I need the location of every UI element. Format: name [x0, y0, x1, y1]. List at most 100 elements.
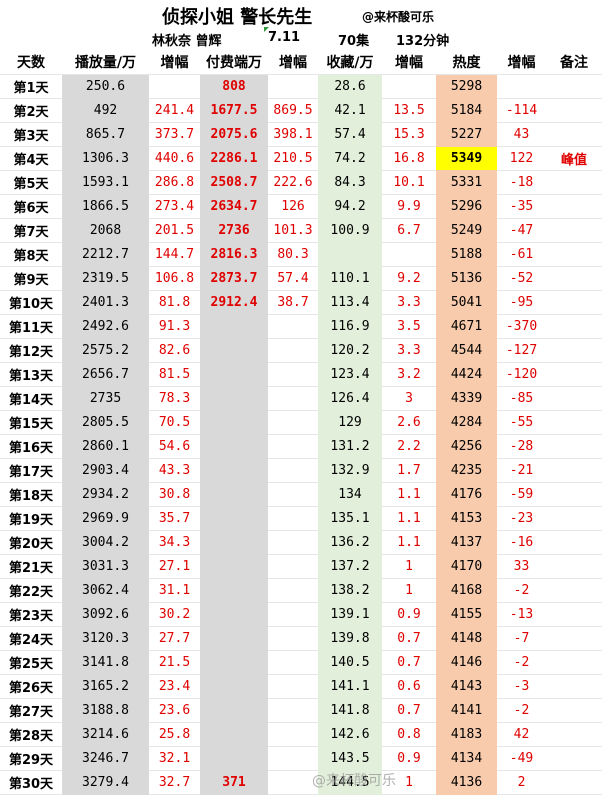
- table-cell: [268, 386, 318, 411]
- table-cell: 3.5: [382, 314, 436, 339]
- table-cell: 80.3: [268, 242, 318, 267]
- table-cell: [546, 194, 602, 219]
- column-header: 增幅: [149, 50, 200, 75]
- table-cell: 2912.4: [200, 290, 268, 315]
- table-cell: -13: [497, 602, 546, 627]
- table-cell: 2: [497, 770, 546, 795]
- table-cell: [546, 482, 602, 507]
- table-cell: 4134: [436, 746, 497, 771]
- table-cell: [200, 458, 268, 483]
- table-cell: [268, 74, 318, 99]
- column-header: 增幅: [497, 50, 546, 75]
- table-cell: 6.7: [382, 218, 436, 243]
- table-cell: 1: [382, 554, 436, 579]
- table-cell: [200, 506, 268, 531]
- day-cell: 第12天: [0, 338, 62, 363]
- table-cell: [546, 530, 602, 555]
- table-cell: -2: [497, 578, 546, 603]
- title: 侦探小姐 警长先生: [162, 7, 313, 28]
- table-cell: 136.2: [318, 530, 382, 555]
- table-cell: 1306.3: [62, 146, 149, 171]
- table-cell: [200, 650, 268, 675]
- table-cell: -2: [497, 650, 546, 675]
- date: 7.11: [268, 30, 301, 45]
- table-cell: 2075.6: [200, 122, 268, 147]
- table-row: 第17天 2903.4 43.3 132.9 1.7 4235 -21: [0, 458, 602, 483]
- table-cell: 28.6: [318, 74, 382, 99]
- cast: 林秋奈 曾辉: [152, 34, 222, 49]
- table-row: 第20天 3004.2 34.3 136.2 1.1 4137 -16: [0, 530, 602, 555]
- table-cell: 4235: [436, 458, 497, 483]
- day-cell: 第7天: [0, 218, 62, 243]
- table-cell: [546, 122, 602, 147]
- table-cell: 4284: [436, 410, 497, 435]
- table-cell: 4424: [436, 362, 497, 387]
- table-cell: 2860.1: [62, 434, 149, 459]
- day-cell: 第22天: [0, 578, 62, 603]
- table-cell: 0.6: [382, 674, 436, 699]
- column-header: 热度: [436, 50, 497, 75]
- table-cell: [546, 506, 602, 531]
- day-cell: 第11天: [0, 314, 62, 339]
- table-row: 第11天 2492.6 91.3 116.9 3.5 4671 -370: [0, 314, 602, 339]
- table-cell: [546, 650, 602, 675]
- table-cell: [546, 602, 602, 627]
- day-cell: 第19天: [0, 506, 62, 531]
- table-cell: 4148: [436, 626, 497, 651]
- table-cell: -61: [497, 242, 546, 267]
- table-cell: 23.6: [149, 698, 200, 723]
- day-cell: 第27天: [0, 698, 62, 723]
- table-cell: 4544: [436, 338, 497, 363]
- table-cell: 371: [200, 770, 268, 795]
- table-cell: [268, 530, 318, 555]
- day-cell: 第8天: [0, 242, 62, 267]
- table-cell: [200, 482, 268, 507]
- table-cell: 32.1: [149, 746, 200, 771]
- table-cell: 250.6: [62, 74, 149, 99]
- table-cell: 2736: [200, 218, 268, 243]
- table-cell: 4136: [436, 770, 497, 795]
- table-cell: [200, 674, 268, 699]
- table-cell: 134: [318, 482, 382, 507]
- table-cell: [546, 266, 602, 291]
- table-cell: 3.3: [382, 338, 436, 363]
- table-row: 第21天 3031.3 27.1 137.2 1 4170 33: [0, 554, 602, 579]
- table-row: 第23天 3092.6 30.2 139.1 0.9 4155 -13: [0, 602, 602, 627]
- table-cell: -85: [497, 386, 546, 411]
- table-cell: 222.6: [268, 170, 318, 195]
- table-cell: 4176: [436, 482, 497, 507]
- table-cell: [268, 410, 318, 435]
- table-cell: [200, 362, 268, 387]
- day-cell: 第16天: [0, 434, 62, 459]
- table-cell: [546, 98, 602, 123]
- table-cell: 135.1: [318, 506, 382, 531]
- table-cell: 2.6: [382, 410, 436, 435]
- table-cell: 2634.7: [200, 194, 268, 219]
- day-cell: 第10天: [0, 290, 62, 315]
- table-cell: [546, 674, 602, 699]
- table-cell: 57.4: [268, 266, 318, 291]
- table-cell: 2934.2: [62, 482, 149, 507]
- table-cell: [200, 746, 268, 771]
- table-cell: [268, 434, 318, 459]
- table-row: 第28天 3214.6 25.8 142.6 0.8 4183 42: [0, 722, 602, 747]
- table-cell: 4143: [436, 674, 497, 699]
- table-row: 第7天 2068 201.5 2736 101.3 100.9 6.7 5249 -47: [0, 218, 602, 243]
- table-cell: [546, 746, 602, 771]
- table-cell: 869.5: [268, 98, 318, 123]
- table-cell: [546, 458, 602, 483]
- table-cell: 2319.5: [62, 266, 149, 291]
- column-header: 天数: [0, 50, 62, 75]
- table-cell: 2401.3: [62, 290, 149, 315]
- table-cell: 144.7: [149, 242, 200, 267]
- table-cell: [268, 314, 318, 339]
- day-cell: 第26天: [0, 674, 62, 699]
- table-cell: [497, 74, 546, 99]
- header: 侦探小姐 警长先生 @来杯酸可乐 林秋奈 曾辉 7.11 70集 132分钟: [0, 0, 602, 50]
- table-cell: 122: [497, 146, 546, 171]
- table-cell: -55: [497, 410, 546, 435]
- table-cell: [546, 314, 602, 339]
- table-cell: 43.3: [149, 458, 200, 483]
- table-cell: [149, 74, 200, 99]
- table-cell: 27.7: [149, 626, 200, 651]
